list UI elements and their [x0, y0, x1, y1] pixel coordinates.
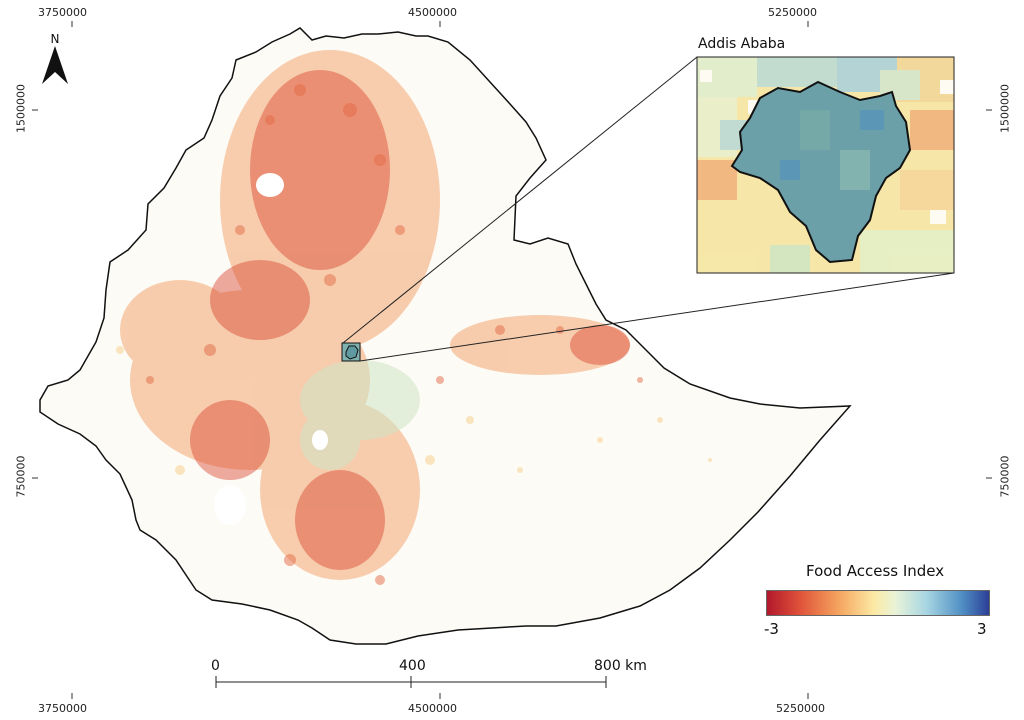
top-coord-1: 3750000: [38, 6, 87, 19]
inset-connector-lines: [342, 56, 955, 362]
scale-label-0: 0: [211, 658, 220, 674]
bottom-coord-3: 5250000: [776, 702, 825, 715]
raster-speckle: [146, 84, 643, 585]
central-moderate-access: [300, 360, 420, 470]
top-coord-3: 5250000: [768, 6, 817, 19]
legend-color-ramp: [766, 590, 990, 616]
bottom-coord-1: 3750000: [38, 702, 87, 715]
scale-bar: [215, 676, 607, 688]
right-coord-2: 750000: [998, 455, 1012, 498]
bottom-coord-2: 4500000: [408, 702, 457, 715]
right-coord-1: 1500000: [998, 84, 1012, 133]
top-coord-2: 4500000: [408, 6, 457, 19]
inset-inner-variation: [780, 110, 884, 190]
scale-label-800: 800 km: [594, 658, 647, 674]
inset-map: [696, 56, 955, 274]
scale-label-400: 400: [399, 658, 426, 674]
north-arrow-icon: [42, 46, 68, 84]
left-coord-2: 750000: [14, 455, 28, 498]
no-data-patches: [214, 173, 328, 525]
graticule-ticks: [32, 21, 992, 699]
left-coord-1: 1500000: [14, 84, 28, 133]
legend-title: Food Access Index: [806, 562, 945, 580]
north-label: N: [50, 32, 60, 46]
highland-very-low-access: [190, 70, 630, 570]
legend-max-label: 3: [977, 620, 987, 638]
inset-title: Addis Ababa: [698, 36, 786, 52]
legend-min-label: -3: [764, 620, 779, 638]
raster-speckle-light: [116, 346, 712, 475]
